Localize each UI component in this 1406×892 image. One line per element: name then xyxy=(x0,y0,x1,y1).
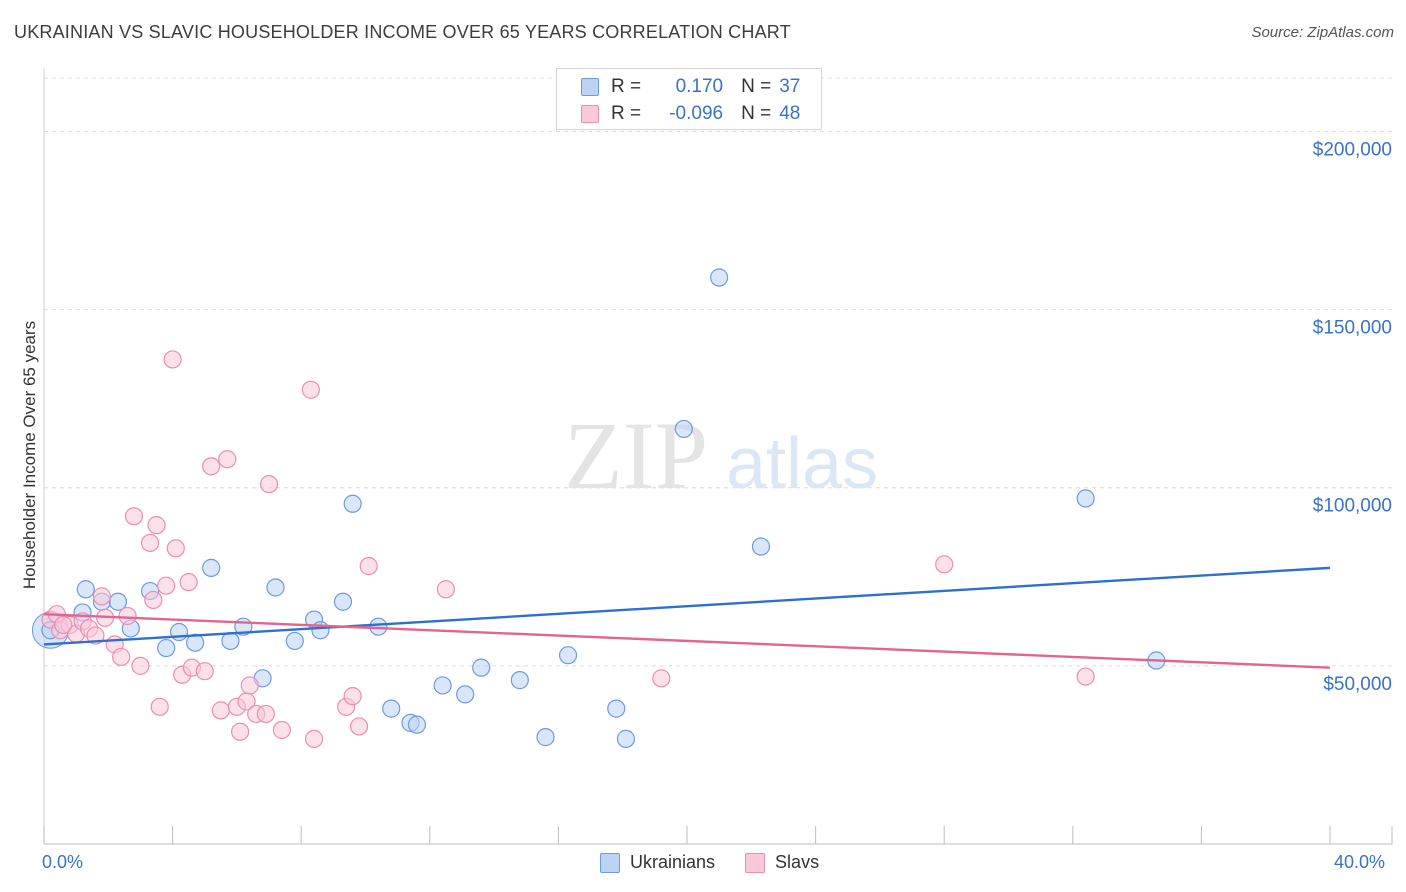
slavs-point xyxy=(652,669,671,688)
slavs-point xyxy=(54,615,73,634)
chart-title: UKRAINIAN VS SLAVIC HOUSEHOLDER INCOME O… xyxy=(14,22,791,42)
r-value: 0.170 xyxy=(675,76,724,97)
n-label: N = xyxy=(741,103,772,124)
slavs-point xyxy=(256,704,275,724)
slavs-point xyxy=(343,687,362,706)
ukrainians-point xyxy=(1076,489,1095,508)
ukrainians-point xyxy=(616,729,636,748)
ukrainians-point xyxy=(333,592,353,611)
ukrainians-point xyxy=(407,715,427,734)
ukrainians-point xyxy=(76,580,95,599)
series-legend: Ukrainians Slavs xyxy=(600,852,849,873)
slavs-point xyxy=(179,573,198,592)
watermark-atlas: atlas xyxy=(726,424,878,504)
y-tick-label: $150,000 xyxy=(1313,318,1392,339)
legend-label-ukrainians: Ukrainians xyxy=(630,852,716,872)
ukrainians-point xyxy=(266,578,285,597)
slavs-point xyxy=(112,647,131,667)
ukrainians-point xyxy=(710,268,729,287)
ukrainians-swatch xyxy=(600,852,620,873)
slavs-point xyxy=(272,720,292,740)
trend-layer xyxy=(43,566,1331,669)
slavs-point xyxy=(349,717,369,736)
source-label: Source: ZipAtlas.com xyxy=(1251,24,1394,41)
slavs-point xyxy=(157,576,176,595)
y-tick-label: $100,000 xyxy=(1313,496,1392,517)
grid-layer xyxy=(44,77,1392,667)
slavs-point xyxy=(86,626,105,645)
watermark-zip: ZIP xyxy=(564,402,708,509)
ukrainians-point xyxy=(558,646,578,665)
ukrainians-point xyxy=(285,631,304,651)
slavs-point xyxy=(240,676,259,695)
ukrainians-point xyxy=(202,558,221,577)
legend-item-slavs: Slavs xyxy=(745,852,819,873)
slavs-point xyxy=(202,457,221,476)
slavs-point xyxy=(259,475,279,494)
n-value: 48 xyxy=(779,103,801,124)
ukrainians-point xyxy=(674,419,693,439)
slavs-point xyxy=(166,539,185,558)
ukrainians-swatch xyxy=(581,78,599,96)
slavs-trend-line xyxy=(43,613,1331,669)
ukrainians-point xyxy=(157,638,176,658)
n-label: N = xyxy=(741,76,772,97)
ukrainians-point xyxy=(510,671,529,690)
slavs-point xyxy=(1076,667,1095,686)
ukrainians-point xyxy=(472,658,491,677)
slavs-point xyxy=(218,450,237,469)
legend-row-ukrainians: R = 0.170 N = 37 xyxy=(581,73,800,101)
ukrainians-point xyxy=(221,631,240,651)
ukrainians-point xyxy=(607,699,626,718)
x-tick-label-max: 40.0% xyxy=(1334,852,1386,872)
ukrainians-point xyxy=(433,676,452,695)
ukrainians-point xyxy=(536,728,555,747)
y-tick-label: $50,000 xyxy=(1323,674,1392,695)
slavs-point xyxy=(92,587,111,606)
ukrainians-point xyxy=(382,699,401,718)
ukrainians-point xyxy=(186,633,205,652)
slavs-point xyxy=(935,555,954,574)
slavs-point xyxy=(140,533,160,553)
points-layer xyxy=(31,268,1166,748)
correlation-legend: R = 0.170 N = 37 R = -0.096 N = 48 xyxy=(556,68,822,130)
r-label: R = xyxy=(611,103,642,124)
slavs-point xyxy=(144,590,163,610)
r-value: -0.096 xyxy=(669,103,724,124)
slavs-point xyxy=(147,516,166,535)
slavs-point xyxy=(231,722,250,741)
slavs-point xyxy=(124,507,144,526)
legend-label-slavs: Slavs xyxy=(775,852,820,872)
slavs-swatch xyxy=(745,852,766,873)
ukrainians-point xyxy=(456,685,475,704)
slavs-point xyxy=(304,729,324,748)
slavs-point xyxy=(150,697,169,716)
ukrainians-point xyxy=(108,592,128,611)
r-label: R = xyxy=(611,76,642,97)
axis-layer xyxy=(43,68,1393,845)
y-tick-labels: $50,000 $100,000 $150,000 $200,000 xyxy=(1313,139,1392,694)
ukrainians-trend-line xyxy=(43,566,1331,646)
y-tick-label: $200,000 xyxy=(1313,139,1392,160)
slavs-point xyxy=(163,350,182,369)
slavs-point xyxy=(131,656,150,675)
n-value: 37 xyxy=(779,76,801,97)
watermark: ZIP atlas xyxy=(564,402,878,509)
slavs-swatch xyxy=(581,105,599,123)
slavs-point xyxy=(436,580,455,599)
slavs-point xyxy=(359,557,378,576)
legend-row-slavs: R = -0.096 N = 48 xyxy=(581,100,800,128)
slavs-point xyxy=(301,380,320,399)
ukrainians-point xyxy=(751,537,771,556)
slavs-point xyxy=(195,662,214,681)
ukrainians-point xyxy=(343,494,362,513)
x-tick-label-min: 0.0% xyxy=(42,852,84,872)
legend-item-ukrainians: Ukrainians xyxy=(600,852,715,873)
slavs-point xyxy=(211,701,230,720)
slavs-point xyxy=(118,606,137,626)
